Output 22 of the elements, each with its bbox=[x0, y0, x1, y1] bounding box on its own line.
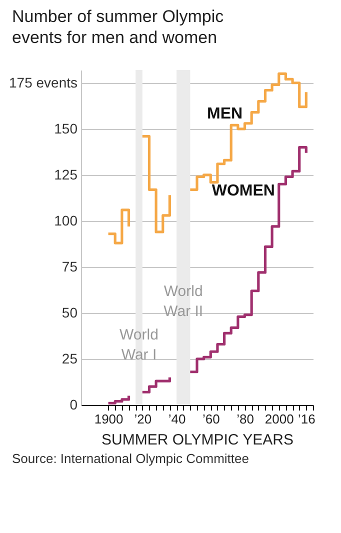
y-tick-label: 75 bbox=[62, 258, 78, 274]
x-tick-label: 2000 bbox=[264, 412, 294, 426]
x-tick-label: ’16 bbox=[298, 412, 316, 426]
y-tick-label: 175 events bbox=[9, 74, 78, 90]
y-tick-label: 150 bbox=[54, 120, 78, 136]
band-label: World War I bbox=[120, 326, 158, 364]
y-tick-label: 100 bbox=[54, 212, 78, 228]
series-label: MEN bbox=[207, 106, 243, 123]
series-label: WOMEN bbox=[212, 182, 275, 200]
x-tick-label: ’80 bbox=[236, 412, 254, 426]
x-tick-label: ’20 bbox=[134, 412, 152, 426]
x-tick-label: ’40 bbox=[168, 412, 186, 426]
y-tick-label: 25 bbox=[62, 350, 78, 366]
x-axis-title: SUMMER OLYMPIC YEARS bbox=[102, 432, 294, 448]
chart-title: Number of summer Olympic events for men and women bbox=[11, 6, 225, 48]
band-label: World War II bbox=[164, 283, 204, 320]
x-tick-label: ’60 bbox=[202, 412, 220, 426]
x-tick-label: 1900 bbox=[94, 412, 124, 426]
y-tick-label: 0 bbox=[70, 396, 78, 412]
source-note: Source: International Olympic Committee bbox=[11, 451, 250, 466]
y-tick-label: 50 bbox=[62, 304, 78, 320]
y-tick-label: 125 bbox=[54, 166, 78, 182]
